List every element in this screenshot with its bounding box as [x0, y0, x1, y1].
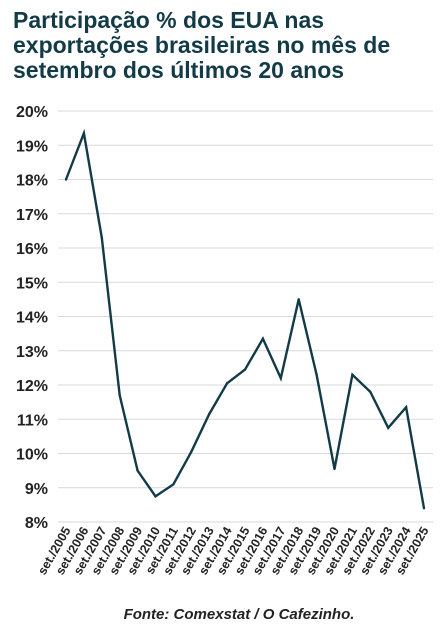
y-tick-label: 19% [16, 138, 48, 155]
data-point [404, 406, 408, 409]
series-layer [64, 128, 426, 510]
data-point [422, 507, 426, 510]
data-point [297, 298, 300, 301]
series-line [64, 128, 426, 509]
y-tick-label: 12% [16, 378, 48, 395]
y-tick-label: 14% [16, 310, 48, 327]
data-point [333, 467, 336, 471]
data-point [315, 373, 318, 376]
source-note: Fonte: Comexstat / O Cafezinho. [123, 606, 355, 623]
data-point [172, 483, 175, 486]
y-tick-label: 11% [17, 412, 48, 429]
y-tick-label: 9% [25, 481, 48, 498]
y-tick-label: 10% [16, 447, 48, 464]
chart-title-line-3: setembro dos últimos 20 anos [13, 57, 345, 83]
data-point [82, 132, 86, 135]
data-point [261, 337, 265, 340]
y-tick-label: 16% [16, 241, 48, 258]
y-tick-label: 15% [16, 275, 48, 292]
y-axis: 8% 9% 10% 11% 12% 13% 14% 15% 16% 17% 18% 19% 20% [16, 104, 48, 532]
data-point [369, 390, 372, 394]
data-point [118, 394, 121, 397]
data-point [208, 412, 211, 416]
y-tick-label: 13% [16, 344, 48, 361]
line-chart: 8% 9% 10% 11% 12% 13% 14% 15% 16% 17% 18% 19% 20% se… [16, 104, 433, 577]
data-point [100, 236, 104, 239]
data-point [136, 469, 139, 472]
chart-title-line-2: exportações brasileiras no mês de [13, 32, 391, 58]
y-tick-label: 18% [16, 173, 48, 190]
data-point [387, 426, 390, 430]
data-point [64, 178, 68, 181]
data-point [154, 495, 157, 498]
chart-title-line-1: Participação % dos EUA nas [13, 7, 325, 33]
y-tick-label: 20% [16, 104, 48, 121]
chart-title: Participação % dos EUA nas exportações b… [13, 8, 438, 83]
data-point [243, 368, 247, 371]
data-point [225, 382, 229, 385]
data-point [279, 376, 282, 380]
x-axis: set./2005set./2006set./2007set./2008set.… [35, 524, 432, 577]
gridlines [58, 110, 433, 523]
y-tick-label: 8% [25, 515, 48, 532]
data-point [190, 450, 193, 453]
data-point [351, 373, 354, 376]
y-tick-label: 17% [16, 207, 48, 224]
